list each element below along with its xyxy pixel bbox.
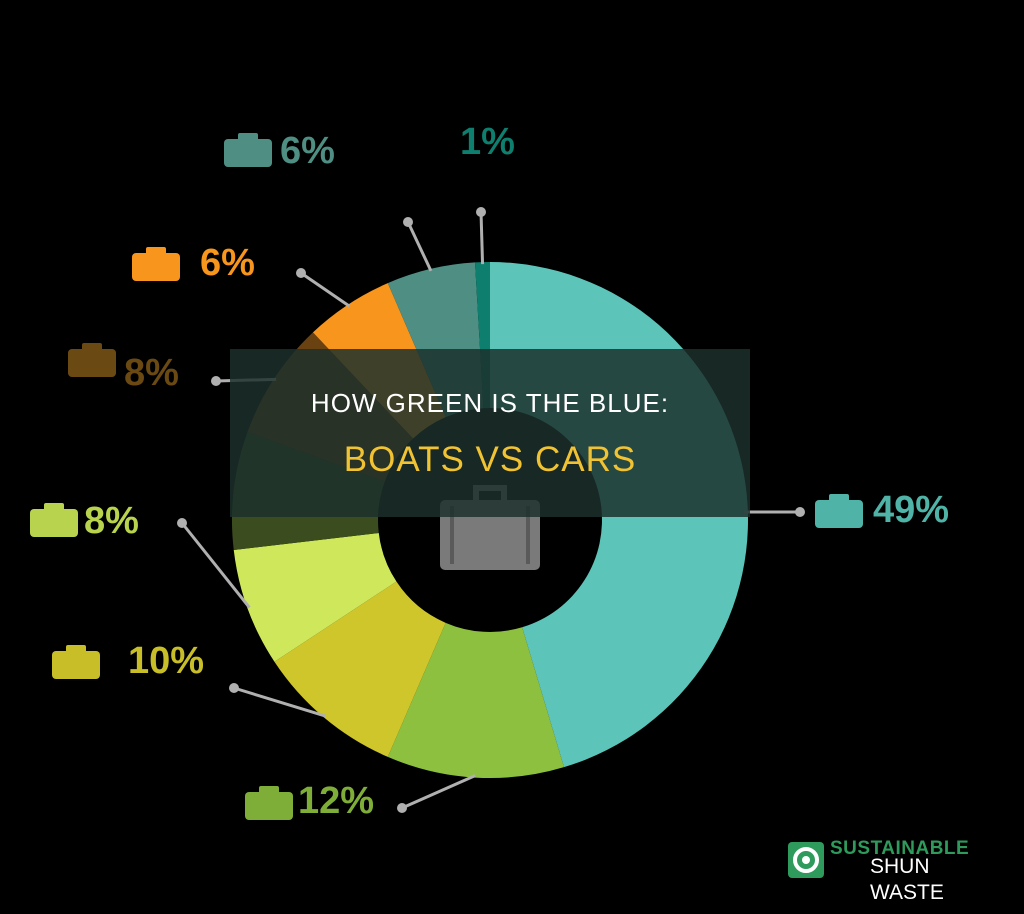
title-line-1: HOW GREEN IS THE BLUE:	[310, 388, 670, 418]
airplane-icon	[815, 494, 863, 528]
leader-dot-2	[229, 683, 239, 693]
slice-labels: 49% 12% 10% 8% 8% 6% 6% 1%	[30, 121, 949, 822]
food-drink-icon	[52, 645, 100, 679]
slice-label-0: 49%	[873, 489, 949, 531]
brand-watermark: SUSTAINABLE SHUN WASTE	[786, 838, 1002, 904]
leader-dot-0	[795, 507, 805, 517]
leader-dot-6	[296, 268, 306, 278]
slice-label-1: 12%	[298, 780, 374, 822]
leader-dot-7	[403, 217, 413, 227]
leader-line-1	[401, 774, 476, 810]
slice-label-3: 8%	[84, 500, 139, 542]
leader-dot-8	[476, 207, 486, 217]
recycle-ring-icon	[788, 842, 824, 878]
slice-label-6: 6%	[200, 242, 255, 284]
shopping-bag-icon	[68, 343, 116, 377]
tshirt-icon	[245, 786, 293, 820]
leader-line-2	[233, 686, 326, 718]
slice-label-7: 6%	[280, 130, 335, 172]
leader-line-8	[479, 211, 485, 265]
brand-name: SHUN WASTE	[862, 854, 1002, 904]
brand-top-text: SUSTAINABLE	[830, 838, 970, 859]
slice-label-2: 10%	[128, 640, 204, 682]
wheat-icon	[30, 503, 78, 537]
donut-slice-1	[387, 622, 564, 778]
leader-line-3	[180, 522, 251, 609]
leader-line-6	[300, 271, 351, 308]
entertainment-icon	[224, 133, 272, 167]
leader-line-7	[406, 221, 433, 272]
donut-slice-3	[233, 533, 397, 662]
title-line-2: BOATS VS CARS	[343, 440, 637, 479]
donut-slice-2	[274, 581, 446, 757]
leader-dot-3	[177, 518, 187, 528]
title-band	[230, 349, 750, 517]
leader-dot-1	[397, 803, 407, 813]
slice-label-5: 8%	[124, 352, 179, 394]
leader-dot-5	[211, 376, 221, 386]
slice-label-8: 1%	[460, 121, 515, 163]
bed-icon	[132, 247, 180, 281]
